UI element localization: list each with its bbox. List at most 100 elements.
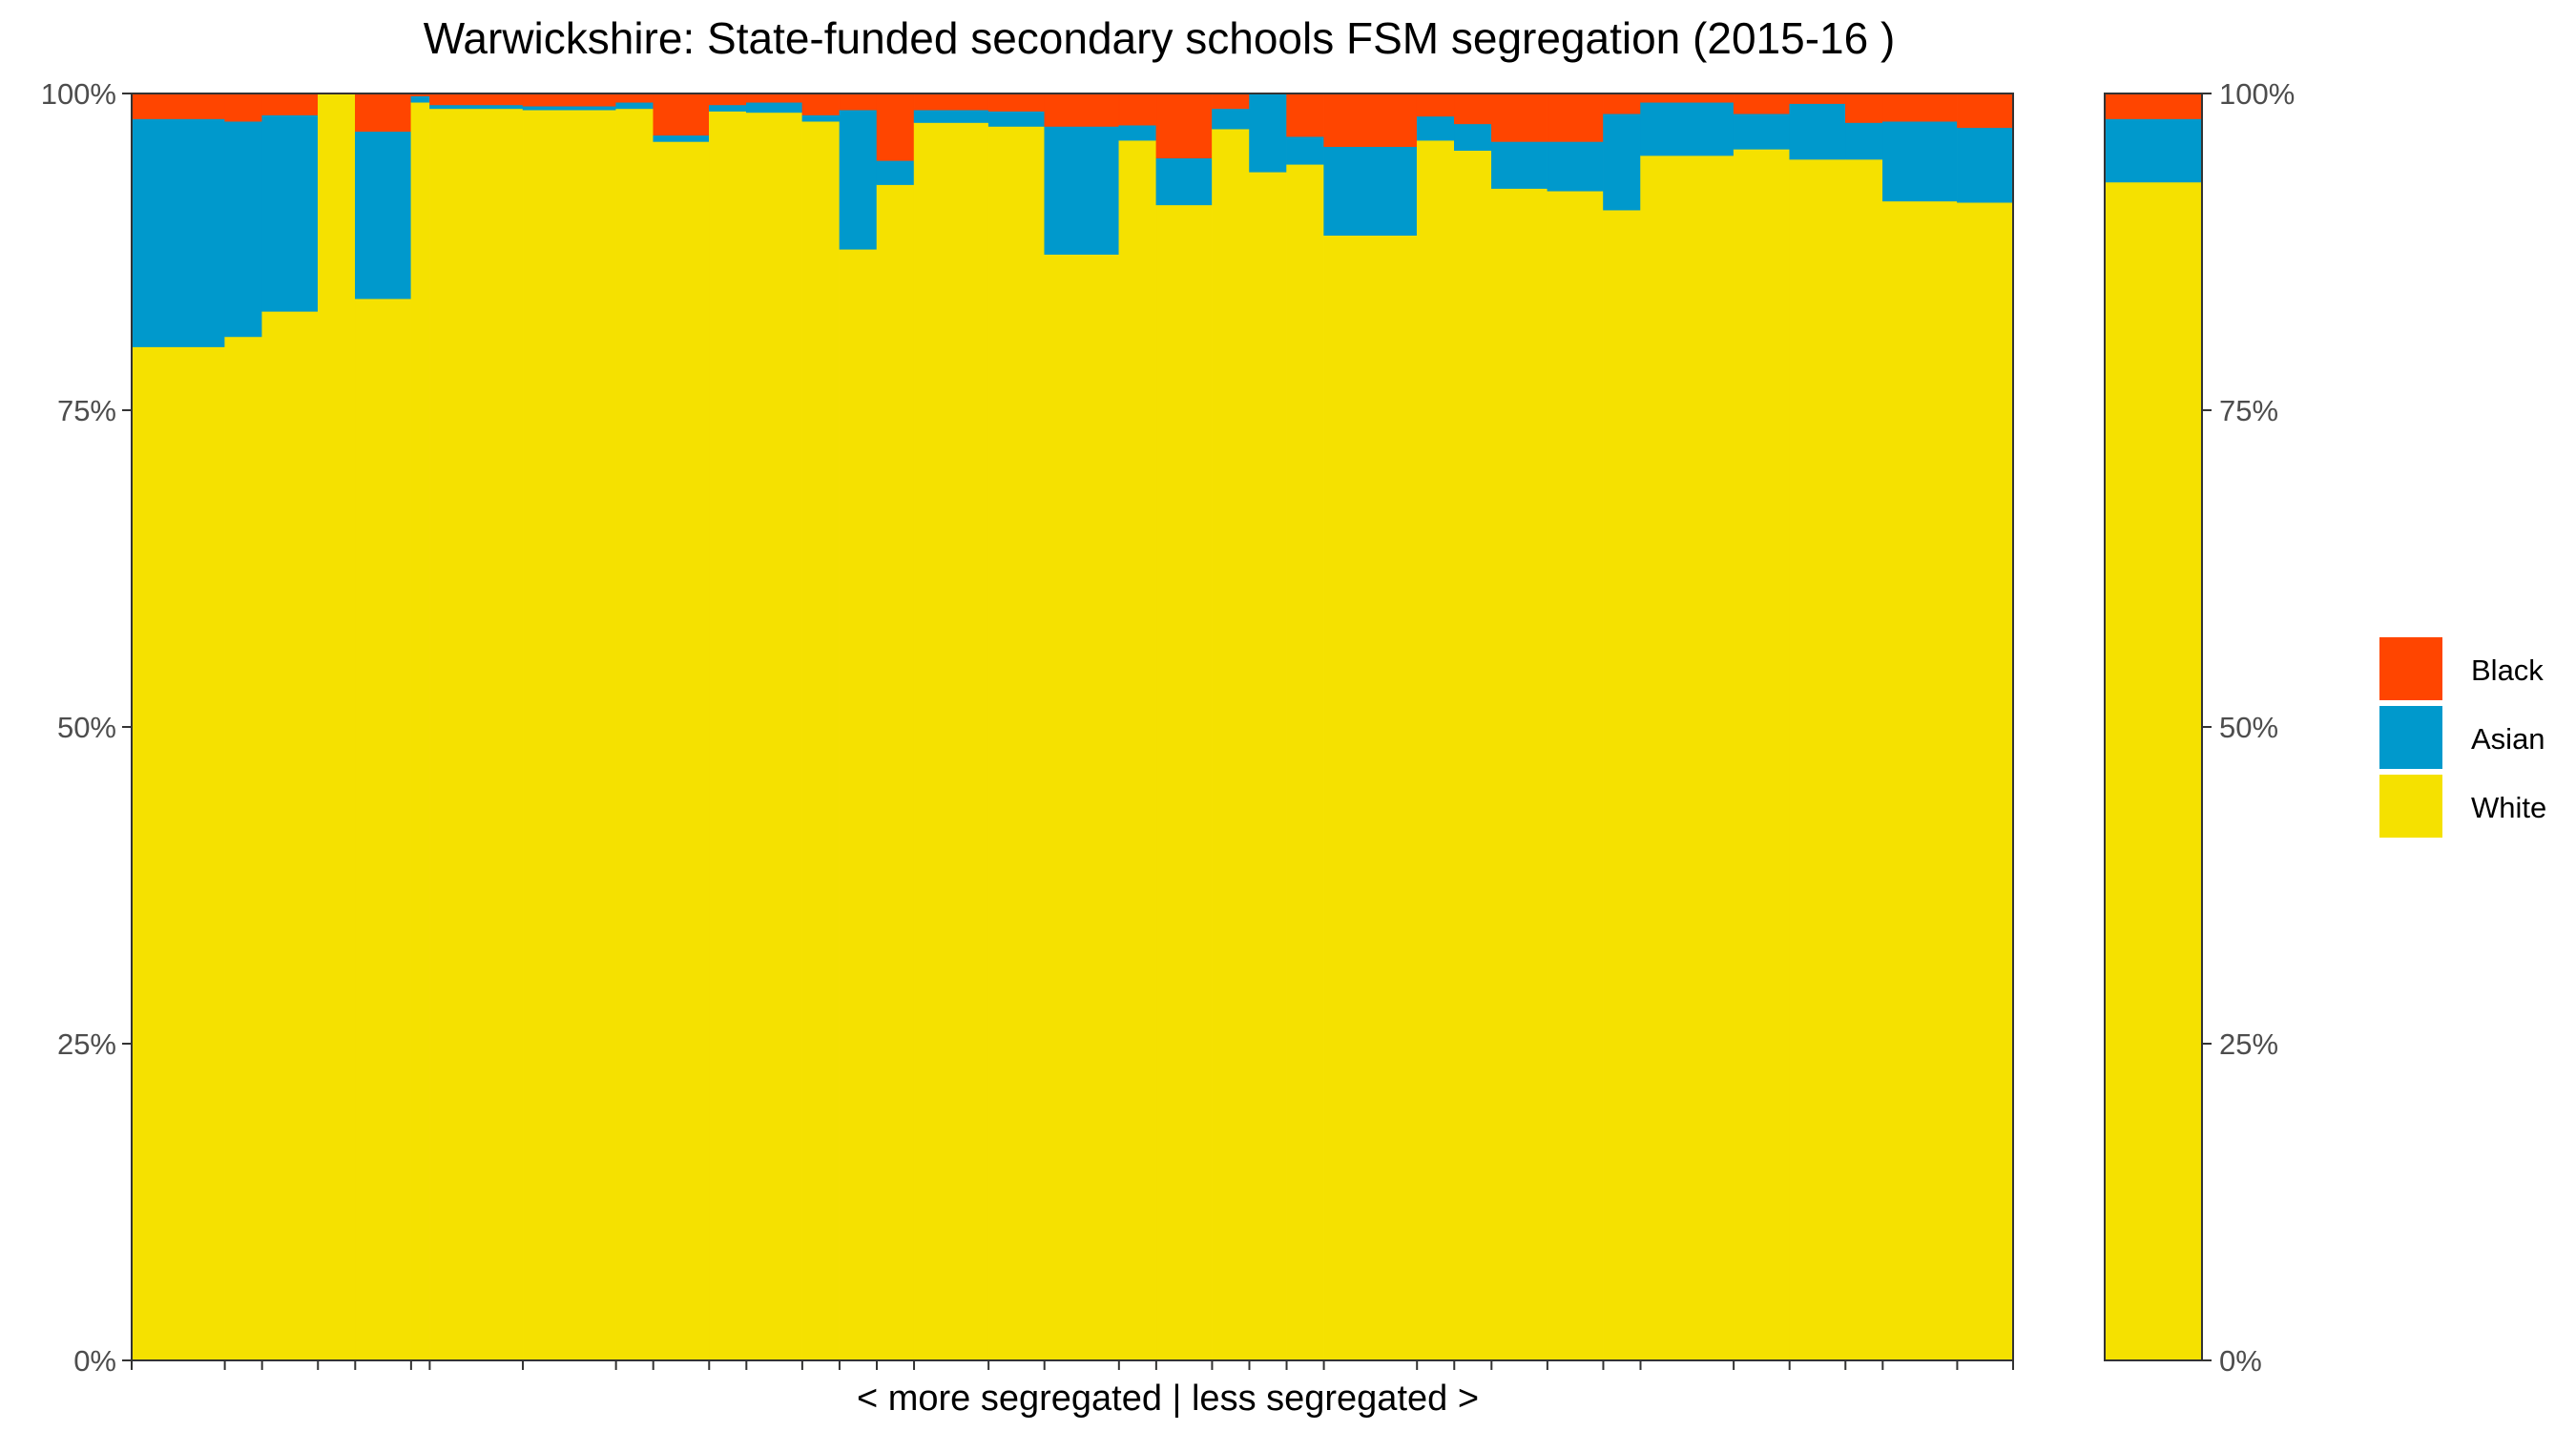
bar-black-27 bbox=[1491, 93, 1548, 142]
bar-white-30 bbox=[1640, 155, 1735, 1361]
bar-black-overall bbox=[2104, 93, 2203, 119]
bar-asian-10 bbox=[653, 135, 710, 142]
bar-asian-6 bbox=[410, 95, 430, 103]
bar-black-15 bbox=[876, 93, 915, 161]
bar-white-33 bbox=[1845, 158, 1883, 1361]
bar-asian-34 bbox=[1882, 120, 1958, 202]
bar-asian-23 bbox=[1286, 135, 1324, 165]
bar-black-7 bbox=[429, 93, 524, 106]
bar-white-16 bbox=[913, 122, 989, 1361]
chart-title: Warwickshire: State-funded secondary sch… bbox=[424, 13, 1896, 63]
bar-white-18 bbox=[1044, 254, 1120, 1361]
y-tick-label-left: 25% bbox=[57, 1027, 116, 1061]
y-tick-label-right: 50% bbox=[2219, 711, 2278, 744]
bar-black-10 bbox=[653, 93, 710, 136]
bar-white-19 bbox=[1118, 139, 1157, 1361]
bar-black-25 bbox=[1416, 93, 1455, 117]
bar-white-25 bbox=[1416, 139, 1455, 1361]
bar-asian-32 bbox=[1789, 103, 1846, 160]
bar-asian-26 bbox=[1454, 123, 1492, 152]
bar-asian-33 bbox=[1845, 122, 1883, 160]
y-tick-label-left: 100% bbox=[41, 77, 116, 111]
bar-white-8 bbox=[522, 110, 616, 1361]
bar-asian-7 bbox=[429, 104, 524, 110]
bar-black-24 bbox=[1323, 93, 1418, 148]
bar-black-14 bbox=[839, 93, 878, 111]
bar-white-6 bbox=[410, 102, 430, 1361]
bar-black-13 bbox=[801, 93, 841, 115]
legend-label-white: White bbox=[2471, 791, 2546, 824]
bar-black-23 bbox=[1286, 93, 1324, 137]
bar-white-31 bbox=[1733, 149, 1790, 1361]
bar-asian-3 bbox=[261, 114, 319, 312]
bar-asian-11 bbox=[709, 104, 747, 112]
bar-white-overall bbox=[2104, 181, 2203, 1361]
bar-white-23 bbox=[1286, 164, 1324, 1361]
bar-black-11 bbox=[709, 93, 747, 106]
bar-asian-5 bbox=[355, 131, 412, 300]
bar-white-12 bbox=[746, 112, 803, 1361]
bar-black-12 bbox=[746, 93, 803, 103]
bar-asian-35 bbox=[1957, 127, 2014, 203]
bar-white-26 bbox=[1454, 150, 1492, 1361]
legend-key-white bbox=[2379, 775, 2442, 838]
bar-asian-12 bbox=[746, 102, 803, 114]
bar-black-29 bbox=[1603, 93, 1641, 114]
bar-white-3 bbox=[261, 311, 319, 1361]
bar-white-5 bbox=[355, 298, 412, 1361]
bar-white-32 bbox=[1789, 158, 1846, 1361]
legend-key-black bbox=[2379, 637, 2442, 700]
bar-black-8 bbox=[522, 93, 616, 107]
bar-black-35 bbox=[1957, 93, 2014, 129]
y-tick-label-left: 0% bbox=[73, 1344, 116, 1378]
x-axis-ticks bbox=[131, 1360, 2014, 1370]
bar-white-35 bbox=[1957, 201, 2014, 1361]
bar-asian-1 bbox=[131, 118, 225, 347]
bar-asian-31 bbox=[1733, 113, 1790, 150]
bar-black-1 bbox=[131, 93, 225, 119]
y-tick-label-right: 75% bbox=[2219, 394, 2278, 427]
bar-black-28 bbox=[1547, 93, 1604, 142]
bar-asian-28 bbox=[1547, 141, 1604, 192]
y-tick-label-right: 25% bbox=[2219, 1027, 2278, 1061]
bar-black-21 bbox=[1212, 93, 1250, 110]
bar-white-28 bbox=[1547, 191, 1604, 1361]
bar-asian-20 bbox=[1155, 157, 1213, 206]
bar-asian-29 bbox=[1603, 113, 1641, 211]
bar-white-15 bbox=[876, 184, 915, 1361]
y-axis-left: 0% 25% 50% 75% 100% bbox=[41, 77, 132, 1378]
bar-black-26 bbox=[1454, 93, 1492, 125]
bar-black-3 bbox=[261, 93, 319, 115]
bar-black-34 bbox=[1882, 93, 1958, 122]
bar-asian-25 bbox=[1416, 115, 1455, 141]
bar-asian-overall bbox=[2104, 118, 2203, 183]
bar-asian-8 bbox=[522, 106, 616, 111]
bar-white-4 bbox=[317, 93, 356, 1361]
bar-white-2 bbox=[224, 336, 262, 1361]
bar-asian-24 bbox=[1323, 146, 1418, 236]
bar-black-18 bbox=[1044, 93, 1120, 127]
bar-asian-14 bbox=[839, 110, 878, 250]
bar-asian-27 bbox=[1491, 141, 1548, 189]
bar-white-21 bbox=[1212, 128, 1250, 1361]
bar-black-30 bbox=[1640, 93, 1735, 103]
bar-asian-2 bbox=[224, 120, 262, 338]
bar-white-20 bbox=[1155, 204, 1213, 1361]
bar-white-34 bbox=[1882, 200, 1958, 1361]
bar-black-32 bbox=[1789, 93, 1846, 104]
bar-asian-17 bbox=[987, 111, 1045, 127]
bar-asian-22 bbox=[1249, 93, 1287, 173]
bar-black-19 bbox=[1118, 93, 1157, 126]
bar-asian-16 bbox=[913, 110, 989, 123]
bar-black-16 bbox=[913, 93, 989, 111]
bar-white-14 bbox=[839, 249, 878, 1361]
y-tick-label-left: 75% bbox=[57, 394, 116, 427]
bar-black-33 bbox=[1845, 93, 1883, 123]
bar-white-10 bbox=[653, 141, 710, 1361]
y-tick-label-right: 100% bbox=[2219, 77, 2295, 111]
bar-white-7 bbox=[429, 108, 524, 1361]
bar-white-27 bbox=[1491, 188, 1548, 1361]
bar-white-11 bbox=[709, 111, 747, 1361]
bar-asian-9 bbox=[615, 102, 654, 110]
